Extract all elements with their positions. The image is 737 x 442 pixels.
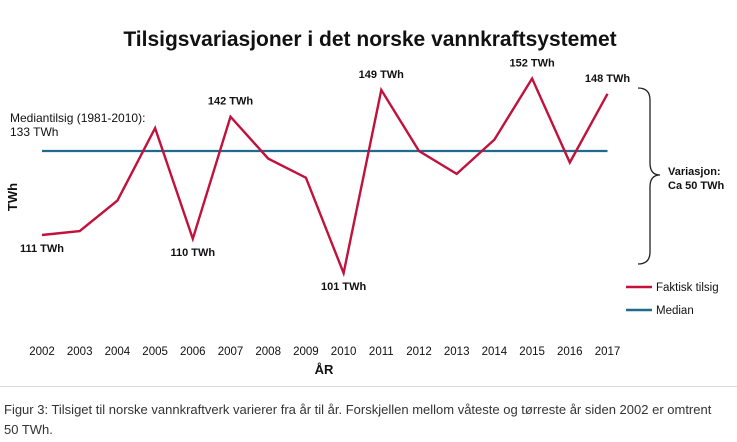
legend-label-median: Median: [656, 305, 694, 317]
legend-label-actual-inflow: Faktisk tilsig: [656, 282, 719, 294]
line-chart: Tilsigsvariasjoner i det norske vannkraf…: [5, 28, 725, 377]
x-tick-label-2005: 2005: [142, 346, 168, 358]
data-label-2017: 148 TWh: [585, 73, 631, 85]
x-tick-label-2013: 2013: [444, 346, 470, 358]
x-tick-label-2007: 2007: [218, 346, 244, 358]
data-label-2015: 152 TWh: [509, 58, 555, 70]
y-axis-label: TWh: [5, 183, 20, 211]
x-axis-label: ÅR: [315, 362, 334, 377]
median-annotation-line2: 133 TWh: [10, 125, 58, 139]
x-tick-label-2002: 2002: [29, 346, 55, 358]
data-label-2010: 101 TWh: [321, 281, 367, 293]
x-tick-label-2016: 2016: [557, 346, 583, 358]
chart-figure: Tilsigsvariasjoner i det norske vannkraf…: [0, 28, 737, 437]
variation-annotation-line2: Ca 50 TWh: [668, 180, 725, 192]
x-tick-label-2012: 2012: [406, 346, 432, 358]
chart-title: Tilsigsvariasjoner i det norske vannkraf…: [123, 28, 616, 51]
data-label-2006: 110 TWh: [170, 247, 215, 259]
variation-brace: [637, 87, 661, 265]
x-tick-label-2003: 2003: [67, 346, 93, 358]
x-tick-label-2015: 2015: [519, 346, 545, 358]
data-label-2002: 111 TWh: [20, 243, 64, 255]
x-tick-label-2009: 2009: [293, 346, 319, 358]
x-tick-label-2014: 2014: [482, 346, 508, 358]
x-tick-label-2008: 2008: [255, 346, 281, 358]
x-tick-label-2011: 2011: [369, 346, 394, 358]
data-label-2007: 142 TWh: [208, 96, 254, 108]
x-tick-label-2017: 2017: [595, 346, 621, 358]
x-tick-label-2006: 2006: [180, 346, 206, 358]
median-annotation-line1: Mediantilsig (1981-2010):: [10, 111, 145, 125]
series-line-actual-inflow: [41, 75, 609, 278]
figure-caption: Figur 3: Tilsiget til norske vannkraftve…: [4, 402, 712, 437]
data-label-2011: 149 TWh: [359, 69, 405, 81]
x-tick-label-2010: 2010: [331, 346, 357, 358]
variation-annotation-line1: Variasjon:: [668, 166, 721, 178]
x-tick-label-2004: 2004: [105, 346, 131, 358]
